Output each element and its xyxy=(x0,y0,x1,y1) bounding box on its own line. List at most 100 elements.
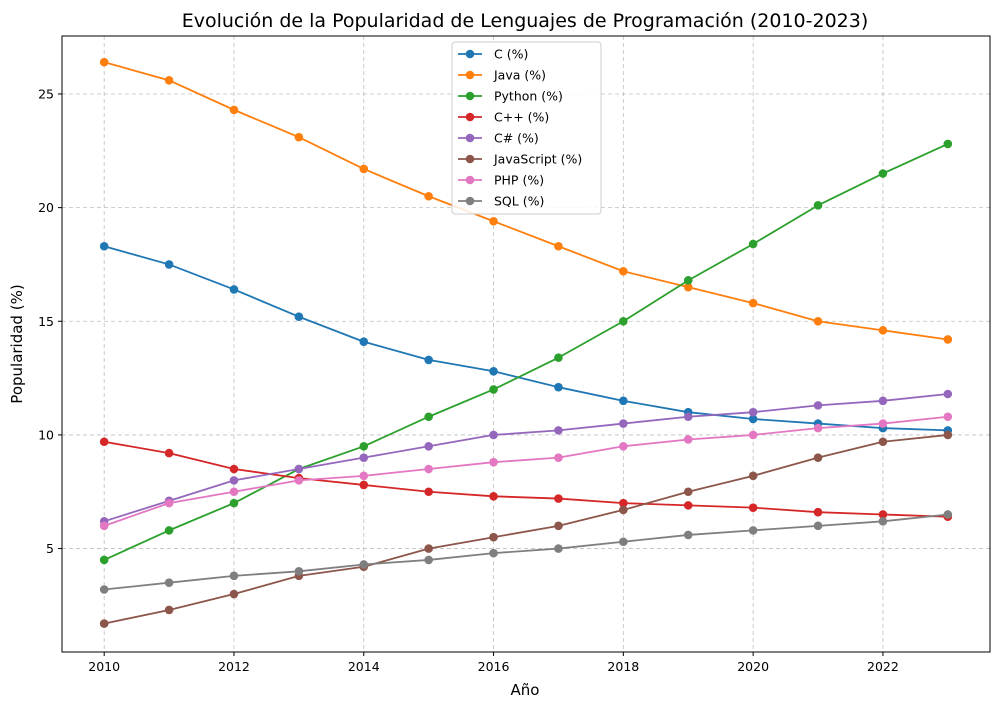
data-point xyxy=(748,430,758,440)
data-point xyxy=(813,453,823,462)
x-tick-label: 2018 xyxy=(607,659,639,674)
data-point xyxy=(748,526,758,535)
x-tick-label: 2020 xyxy=(737,659,769,674)
series-line xyxy=(103,393,948,523)
x-tick-label: 2014 xyxy=(348,659,380,674)
data-point xyxy=(554,521,563,531)
data-point xyxy=(229,571,239,581)
legend-label: PHP (%) xyxy=(494,173,544,188)
series-line xyxy=(103,61,948,341)
series-1 xyxy=(99,57,953,344)
series-line xyxy=(103,415,948,527)
data-point xyxy=(424,441,433,451)
y-tick-label: 10 xyxy=(38,427,54,442)
data-point xyxy=(683,501,693,510)
data-point xyxy=(99,555,109,565)
series-line xyxy=(104,513,948,591)
legend-item: Java (%) xyxy=(458,68,546,83)
x-tick-label: 2012 xyxy=(218,659,250,674)
data-point xyxy=(229,464,239,474)
data-point xyxy=(359,560,369,569)
data-point xyxy=(424,412,433,422)
data-point xyxy=(424,544,433,553)
data-point xyxy=(619,316,628,326)
series-7 xyxy=(99,510,953,594)
data-point xyxy=(554,353,563,362)
data-point xyxy=(748,471,758,481)
data-point xyxy=(164,526,174,535)
y-tick-label: 20 xyxy=(38,200,54,215)
data-point xyxy=(359,480,369,490)
legend-item: Python (%) xyxy=(458,89,563,104)
series-line xyxy=(104,440,948,518)
legend-marker xyxy=(465,196,475,206)
data-point xyxy=(489,430,498,440)
legend-label: JavaScript (%) xyxy=(493,152,582,167)
data-point xyxy=(878,516,888,526)
data-point xyxy=(294,567,304,576)
grid xyxy=(62,36,990,652)
legend-item: JavaScript (%) xyxy=(458,152,582,167)
series-line xyxy=(103,434,948,625)
y-tick-label: 5 xyxy=(46,541,54,556)
data-point xyxy=(619,441,628,451)
legend-marker xyxy=(465,91,475,101)
legend-label: C (%) xyxy=(494,47,528,62)
data-point xyxy=(489,532,498,542)
data-point xyxy=(424,555,433,565)
data-point xyxy=(359,471,369,481)
x-tick-label: 2016 xyxy=(478,659,510,674)
legend-label: Python (%) xyxy=(494,89,563,104)
data-point xyxy=(99,57,109,67)
data-point xyxy=(943,389,953,399)
data-point xyxy=(619,498,628,508)
data-point xyxy=(99,619,109,628)
data-point xyxy=(748,503,758,512)
data-point xyxy=(748,414,758,424)
data-point xyxy=(813,201,823,210)
data-point xyxy=(229,285,239,294)
series-line xyxy=(103,143,949,561)
series-6 xyxy=(99,412,953,531)
series-2 xyxy=(99,139,953,565)
legend-marker xyxy=(465,154,475,164)
data-point xyxy=(619,537,628,547)
legend-box xyxy=(451,41,602,215)
x-tick-label: 2010 xyxy=(88,659,120,674)
data-point xyxy=(229,476,239,485)
data-point xyxy=(619,419,628,428)
data-point xyxy=(164,605,174,615)
data-point xyxy=(554,382,563,392)
data-point xyxy=(878,169,888,178)
data-point xyxy=(164,578,174,587)
data-point xyxy=(878,396,888,406)
data-point xyxy=(619,396,628,406)
data-point xyxy=(359,337,369,347)
legend-marker xyxy=(465,70,475,80)
data-point xyxy=(943,510,953,519)
data-point xyxy=(943,335,953,344)
data-point xyxy=(99,585,109,594)
data-point xyxy=(748,407,758,417)
data-point xyxy=(554,241,563,251)
chart-title: Evolución de la Popularidad de Lenguajes… xyxy=(182,10,869,32)
data-point xyxy=(294,476,304,485)
axes: 2010 2012 2014 2016 2018 2020 2022 5 10 15 20 25 xyxy=(38,86,899,674)
legend-item: C# (%) xyxy=(458,131,539,146)
y-tick-label: 25 xyxy=(38,86,54,101)
data-point xyxy=(99,521,109,531)
data-point xyxy=(554,426,563,435)
series-3 xyxy=(99,437,953,522)
data-point xyxy=(359,441,369,451)
data-point xyxy=(683,435,693,444)
data-point xyxy=(619,505,628,515)
data-point xyxy=(813,521,823,531)
data-point xyxy=(813,401,823,410)
data-point xyxy=(359,453,369,462)
data-point xyxy=(619,266,628,276)
data-point xyxy=(489,366,498,376)
data-point xyxy=(554,544,563,553)
data-point xyxy=(229,498,239,508)
data-point xyxy=(424,191,433,201)
data-point xyxy=(489,216,498,226)
